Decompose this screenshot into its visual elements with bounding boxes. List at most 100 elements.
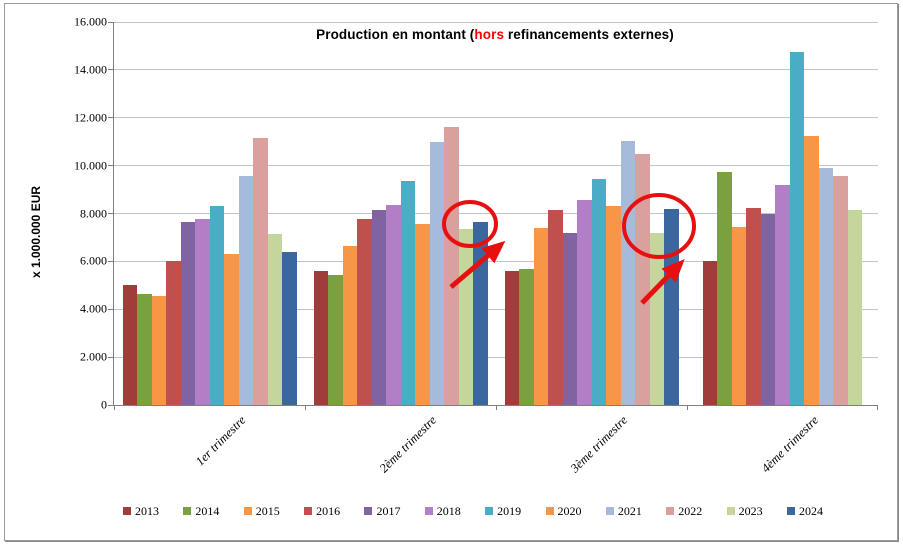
legend-item-2016: 2016 bbox=[304, 504, 340, 519]
legend-swatch-2018 bbox=[424, 507, 433, 515]
bar-2020-q2 bbox=[415, 224, 430, 405]
bar-2015-q4 bbox=[731, 226, 747, 405]
bar-2021-q2 bbox=[429, 141, 444, 405]
legend-swatch-2017 bbox=[364, 507, 373, 515]
legend-item-2022: 2022 bbox=[666, 504, 702, 519]
bar-2013-q1 bbox=[122, 285, 137, 405]
gridline bbox=[114, 356, 878, 358]
bar-2024-q2 bbox=[473, 221, 488, 405]
legend-label-2020: 2020 bbox=[557, 503, 582, 518]
legend-swatch-2014 bbox=[183, 507, 192, 515]
legend-label-2018: 2018 bbox=[436, 503, 461, 518]
y-tick-label: 12.000 bbox=[74, 110, 107, 125]
legend-swatch-2024 bbox=[786, 507, 795, 515]
y-axis-tick bbox=[108, 117, 114, 119]
x-axis-label-q3: 3ème trimestre bbox=[568, 413, 631, 476]
chart-title-prefix: Production en montant ( bbox=[316, 27, 475, 42]
legend-swatch-2015 bbox=[243, 507, 252, 515]
bar-2019-q2 bbox=[400, 181, 415, 405]
legend-item-2019: 2019 bbox=[485, 504, 521, 519]
legend-item-2017: 2017 bbox=[364, 504, 400, 519]
legend-item-2024: 2024 bbox=[786, 503, 823, 519]
y-tick-label: 16.000 bbox=[74, 14, 107, 29]
bar-group-4 bbox=[687, 22, 878, 405]
legend-item-2021: 2021 bbox=[605, 503, 642, 519]
legend-label-2015: 2015 bbox=[255, 503, 280, 518]
chart-title-highlight: hors bbox=[474, 27, 505, 42]
bar-2017-q4 bbox=[760, 213, 776, 405]
gridline bbox=[114, 117, 878, 119]
bar-2015-q1 bbox=[151, 296, 166, 405]
legend-swatch-2019 bbox=[485, 507, 494, 515]
x-axis-tick bbox=[305, 405, 306, 410]
bar-2021-q1 bbox=[238, 176, 253, 405]
y-tick-label: 6.000 bbox=[80, 253, 107, 268]
bar-2014-q4 bbox=[717, 171, 732, 405]
bar-2024-q1 bbox=[282, 251, 297, 405]
y-tick-label: 10.000 bbox=[74, 158, 107, 173]
y-tick-label: 14.000 bbox=[74, 62, 107, 77]
bar-2019-q3 bbox=[591, 178, 606, 405]
y-tick-label: 2.000 bbox=[80, 349, 107, 364]
bar-2013-q4 bbox=[702, 261, 718, 405]
legend-item-2014: 2014 bbox=[183, 504, 219, 519]
bar-2016-q3 bbox=[548, 209, 563, 405]
bar-group-2 bbox=[305, 22, 496, 405]
gridline bbox=[114, 308, 878, 310]
bar-2022-q2 bbox=[444, 127, 459, 405]
legend-label-2021: 2021 bbox=[617, 503, 642, 518]
bar-2016-q1 bbox=[166, 261, 181, 405]
bar-2016-q4 bbox=[746, 207, 761, 405]
legend-swatch-2021 bbox=[605, 507, 614, 515]
y-axis-tick bbox=[108, 21, 114, 23]
bar-2017-q3 bbox=[562, 232, 577, 405]
bar-2022-q3 bbox=[635, 153, 650, 405]
x-axis-tick bbox=[496, 405, 497, 410]
legend-item-2020: 2020 bbox=[545, 503, 582, 519]
legend-label-2017: 2017 bbox=[376, 503, 401, 518]
gridline bbox=[114, 21, 878, 23]
y-tick-label: 8.000 bbox=[80, 206, 107, 220]
y-tick-label: 4.000 bbox=[80, 301, 107, 316]
legend-label-2016: 2016 bbox=[316, 503, 341, 518]
bar-2013-q3 bbox=[504, 270, 519, 405]
y-axis-tick bbox=[108, 165, 114, 167]
bar-2017-q2 bbox=[371, 209, 386, 405]
legend-label-2023: 2023 bbox=[738, 503, 763, 518]
x-axis-label-q2: 2ème trimestre bbox=[377, 413, 440, 476]
legend-label-2022: 2022 bbox=[678, 503, 703, 518]
bar-2023-q4 bbox=[847, 209, 863, 405]
y-axis-tick bbox=[108, 260, 114, 262]
legend-swatch-2023 bbox=[726, 507, 735, 515]
bar-2022-q4 bbox=[833, 176, 848, 405]
legend-label-2019: 2019 bbox=[497, 503, 522, 518]
y-axis-tick bbox=[108, 356, 114, 358]
y-axis-tick bbox=[108, 69, 114, 71]
y-axis-title: x 1.000.000 EUR bbox=[29, 185, 43, 279]
legend-swatch-2020 bbox=[545, 507, 554, 515]
bar-2022-q1 bbox=[253, 138, 268, 405]
bar-2023-q3 bbox=[649, 232, 664, 405]
legend-label-2014: 2014 bbox=[195, 503, 220, 518]
x-axis-tick bbox=[687, 405, 688, 410]
bar-2020-q4 bbox=[804, 135, 819, 405]
bar-2017-q1 bbox=[180, 221, 195, 405]
chart-title-suffix: refinancements externes) bbox=[504, 27, 674, 42]
legend-item-2013: 2013 bbox=[123, 504, 159, 519]
legend-label-2024: 2024 bbox=[798, 503, 823, 518]
bar-2019-q4 bbox=[789, 51, 805, 405]
y-axis-tick bbox=[108, 213, 114, 214]
plot-area: 0 2.000 4.000 6.000 8.000 10.000 12.000 14.000 1… bbox=[74, 15, 878, 412]
x-axis-label-q1: 1er trimestre bbox=[192, 413, 249, 469]
bar-2019-q1 bbox=[209, 206, 224, 405]
x-axis-tick bbox=[877, 405, 878, 410]
bar-2018-q1 bbox=[195, 219, 210, 405]
bar-2020-q3 bbox=[606, 206, 621, 405]
x-axis-tick bbox=[114, 405, 115, 410]
bar-2024-q3 bbox=[664, 208, 679, 405]
bar-2016-q2 bbox=[357, 219, 372, 405]
legend-item-2018: 2018 bbox=[424, 503, 461, 519]
legend: 2013 2014 2015 2016 2017 2018 2019 2020 2021 2022… bbox=[123, 503, 823, 519]
x-axis-label-q4: 4ème trimestre bbox=[759, 413, 822, 476]
